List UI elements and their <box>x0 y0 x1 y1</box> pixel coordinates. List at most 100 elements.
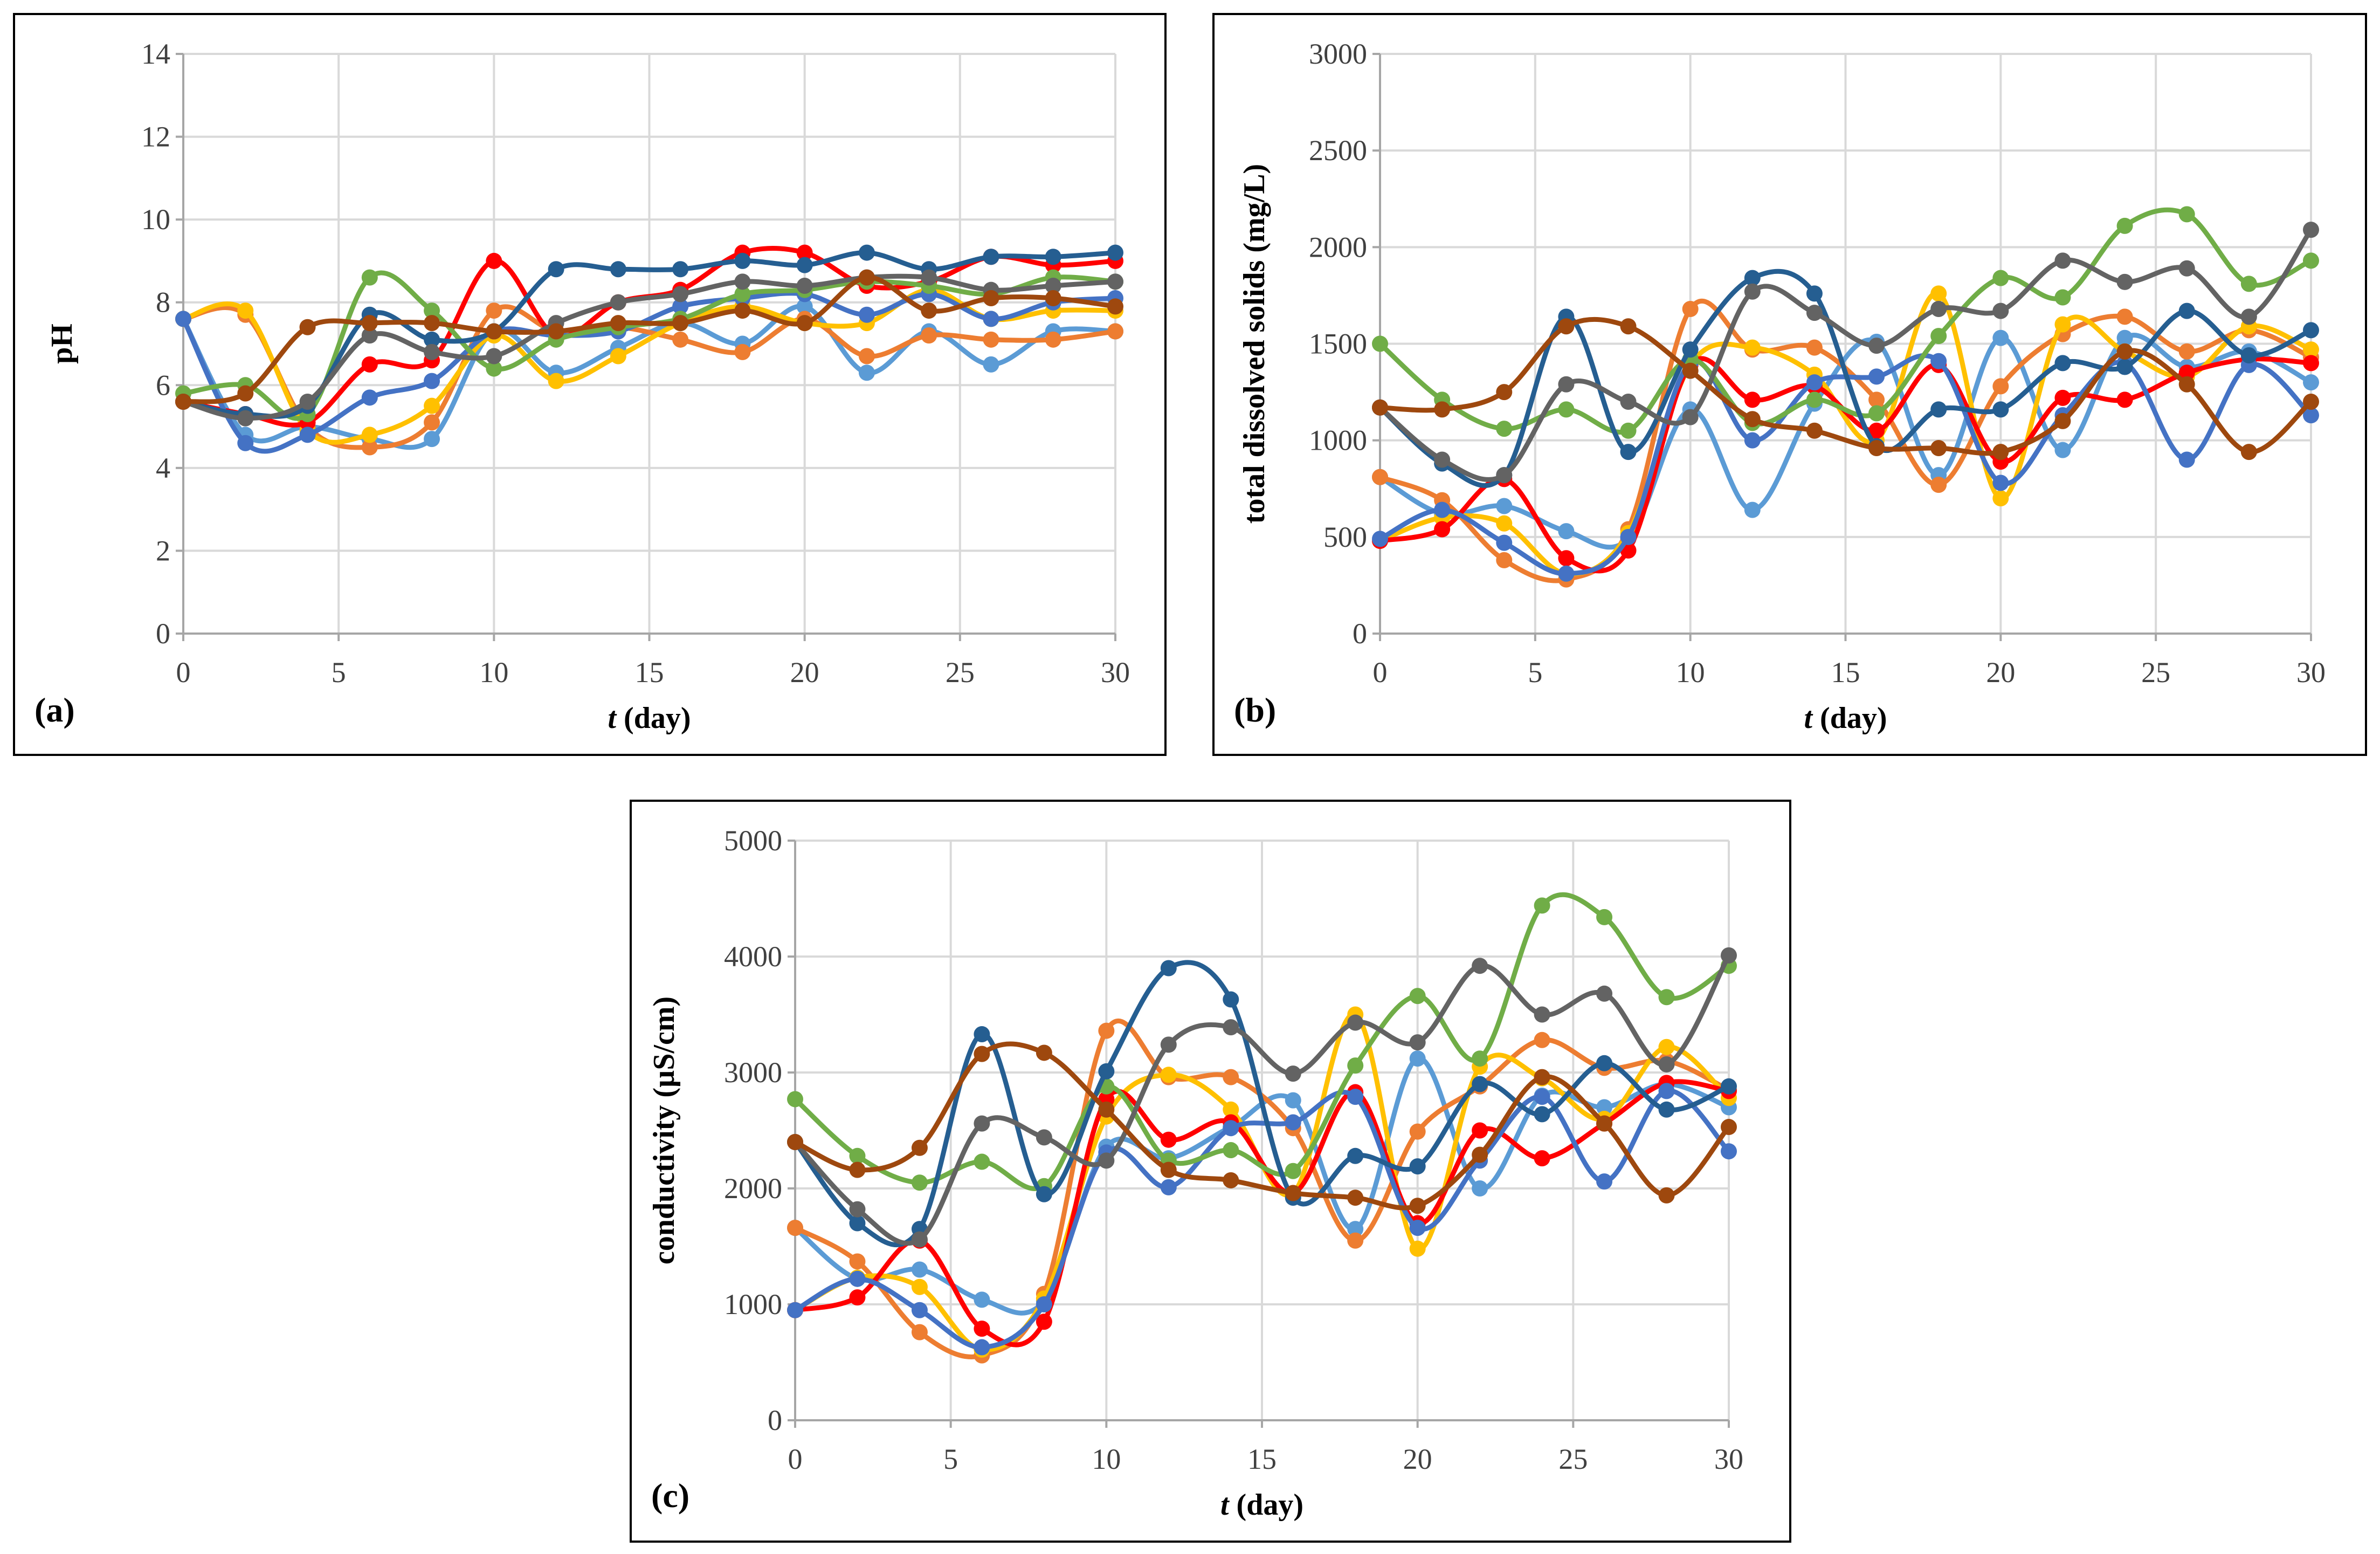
data-point <box>672 331 689 348</box>
y-axis-title: pH <box>45 324 79 364</box>
series-series-9 <box>175 269 1123 410</box>
panel-label: (b) <box>1234 691 1276 729</box>
x-tick-label: 30 <box>2296 656 2326 689</box>
data-point <box>1992 401 2009 418</box>
data-point <box>911 1139 928 1156</box>
data-point <box>1223 1120 1239 1137</box>
data-point <box>1347 1147 1364 1164</box>
y-tick-label: 2 <box>156 534 170 567</box>
series-series-5 <box>787 1083 1737 1356</box>
y-tick-label: 3000 <box>1309 38 1367 70</box>
data-point <box>2303 252 2319 269</box>
data-point <box>1098 1101 1115 1118</box>
x-tick-label: 15 <box>635 656 664 689</box>
data-point <box>237 385 254 402</box>
data-point <box>849 1201 866 1218</box>
x-axis-title-unit: (day) <box>1229 1488 1303 1522</box>
data-point <box>1434 401 1451 418</box>
data-point <box>1036 1186 1052 1202</box>
data-point <box>2303 341 2319 358</box>
conductivity-chart-svg: 0 1000 2000 3000 4000 5000 0 5 10 15 20 25 30 conduct… <box>647 824 1743 1522</box>
data-point <box>1372 399 1388 416</box>
data-point <box>1534 1006 1550 1023</box>
data-point <box>424 414 440 431</box>
data-point <box>921 269 937 286</box>
data-point <box>1098 1022 1115 1039</box>
data-point <box>911 1261 928 1278</box>
data-point <box>1992 329 2009 346</box>
tds-chart-svg: 0 500 1000 1500 2000 2500 3000 0 5 10 15 20 25 30 tota… <box>1234 38 2326 735</box>
data-point <box>424 343 440 360</box>
data-point <box>237 302 254 319</box>
data-point <box>672 298 689 315</box>
data-point <box>2116 273 2133 290</box>
y-tick-label: 4 <box>156 452 170 484</box>
data-point <box>1347 1014 1364 1031</box>
data-point <box>672 261 689 278</box>
y-axis-title: conductivity (µS/cm) <box>647 996 681 1264</box>
data-point <box>299 427 316 443</box>
x-axis-title: t (day) <box>608 702 691 735</box>
data-point <box>2116 217 2133 234</box>
data-point <box>1496 467 1513 484</box>
y-tick-label: 4000 <box>724 940 782 973</box>
data-point <box>610 348 626 365</box>
data-point <box>1596 909 1613 925</box>
data-point <box>2054 442 2071 458</box>
data-point <box>1596 1173 1613 1190</box>
data-point <box>1868 338 1885 354</box>
data-point <box>2054 252 2071 269</box>
data-point <box>2178 206 2195 223</box>
data-point <box>1620 528 1637 545</box>
x-axis-title-variable: t <box>608 702 617 735</box>
series-line <box>1378 228 2313 482</box>
data-point <box>2054 389 2071 406</box>
data-point <box>1806 374 1823 391</box>
series-series-6 <box>787 892 1737 1194</box>
data-point <box>361 356 378 373</box>
data-point <box>858 269 875 286</box>
y-tick-label: 1000 <box>724 1288 782 1321</box>
y-tick-label: 3000 <box>724 1056 782 1089</box>
x-tick-label: 25 <box>946 656 975 689</box>
data-point <box>849 1289 866 1306</box>
data-point <box>796 315 813 332</box>
data-point <box>1496 384 1513 401</box>
y-tick-label: 1000 <box>1309 424 1367 457</box>
data-point <box>734 252 751 269</box>
data-point <box>1372 335 1388 352</box>
data-point <box>2116 343 2133 360</box>
data-point <box>1347 1232 1364 1249</box>
data-point <box>1682 341 1699 358</box>
data-point <box>1472 958 1488 974</box>
data-point <box>2054 316 2071 333</box>
data-point <box>1409 1240 1426 1257</box>
data-point <box>424 331 440 348</box>
data-point <box>610 294 626 311</box>
data-point <box>1744 411 1761 428</box>
data-point <box>1534 1069 1550 1085</box>
data-point <box>849 1215 866 1232</box>
x-tick-label: 0 <box>1373 656 1388 689</box>
data-point <box>1409 1220 1426 1236</box>
data-point <box>1992 444 2009 460</box>
data-point <box>1534 1106 1550 1123</box>
data-point <box>2240 308 2257 325</box>
data-point <box>796 298 813 315</box>
data-point <box>1372 469 1388 485</box>
data-point <box>1806 391 1823 408</box>
data-point <box>1658 1187 1675 1204</box>
data-point <box>1992 475 2009 491</box>
data-point <box>1496 498 1513 514</box>
data-point <box>983 311 999 327</box>
x-axis-title: t (day) <box>1804 702 1887 735</box>
data-point <box>1160 1179 1177 1195</box>
series-line <box>1379 298 2312 583</box>
data-point <box>1930 285 1947 302</box>
panel-a-ph-chart: 0 2 4 6 8 10 12 14 0 5 10 15 20 25 30 pH t (day) (a) <box>13 13 1167 756</box>
data-point <box>734 273 751 290</box>
data-point <box>2178 302 2195 319</box>
x-tick-label: 5 <box>943 1443 958 1475</box>
data-point <box>1107 244 1123 261</box>
data-point <box>1285 1185 1301 1201</box>
